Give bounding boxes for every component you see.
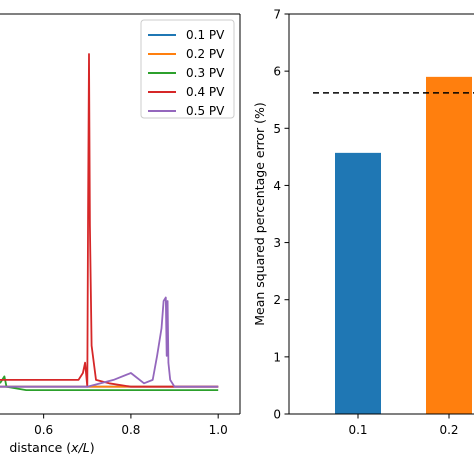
x-axis-label: distance (x/L) <box>9 440 94 455</box>
y-tick-label-4: 3 <box>273 236 281 250</box>
x-tick-label-2: 0.8 <box>121 423 140 437</box>
y-tick-label-7: 6 <box>273 65 281 79</box>
bar-category-label-2: 0.2 <box>439 423 458 437</box>
legend-frame <box>140 19 235 119</box>
y-tick-label-8: 7 <box>273 8 281 22</box>
series-line-5 <box>0 296 219 388</box>
y-tick-group: 0 1 2 3 4 5 6 7 <box>273 8 289 422</box>
line-chart: 0.6 0.8 1.0 distance (x/L) 0.1 PV 0.2 PV 0.3… <box>0 13 241 455</box>
legend-label-3: 0.3 PV <box>186 66 225 80</box>
line-series-group <box>0 53 219 391</box>
y-tick-label-5: 4 <box>273 179 281 193</box>
bar-x-tick-group: 0.1 0.2 <box>348 414 459 437</box>
bar-2 <box>426 76 472 414</box>
y-tick-label-1: 0 <box>273 408 281 422</box>
y-axis-label: Mean squared percentage error (%) <box>252 102 267 326</box>
bar-group <box>335 76 472 414</box>
series-line-4 <box>0 53 219 388</box>
bar-chart: 0 1 2 3 4 5 6 7 0.1 0.2 Mean squared percentage … <box>252 8 474 437</box>
x-tick-group: 0.6 0.8 1.0 <box>34 414 228 437</box>
x-tick-label-3: 1.0 <box>209 423 228 437</box>
legend-label-1: 0.1 PV <box>186 28 225 42</box>
legend-entries: 0.1 PV 0.2 PV 0.3 PV 0.4 PV 0.5 PV <box>148 28 225 118</box>
x-tick-label-1: 0.6 <box>34 423 53 437</box>
bar-category-label-1: 0.1 <box>348 423 367 437</box>
x-axis-label-variable: x/L <box>70 440 90 455</box>
legend-label-2: 0.2 PV <box>186 47 225 61</box>
legend-label-4: 0.4 PV <box>186 85 225 99</box>
legend: 0.1 PV 0.2 PV 0.3 PV 0.4 PV 0.5 PV <box>140 19 235 119</box>
x-axis-label-prefix: distance ( <box>9 440 71 455</box>
y-tick-label-6: 5 <box>273 122 281 136</box>
legend-label-5: 0.5 PV <box>186 104 225 118</box>
y-tick-label-3: 2 <box>273 293 281 307</box>
y-tick-label-2: 1 <box>273 350 281 364</box>
x-axis-label-suffix: ) <box>90 440 95 455</box>
bar-1 <box>335 152 381 414</box>
